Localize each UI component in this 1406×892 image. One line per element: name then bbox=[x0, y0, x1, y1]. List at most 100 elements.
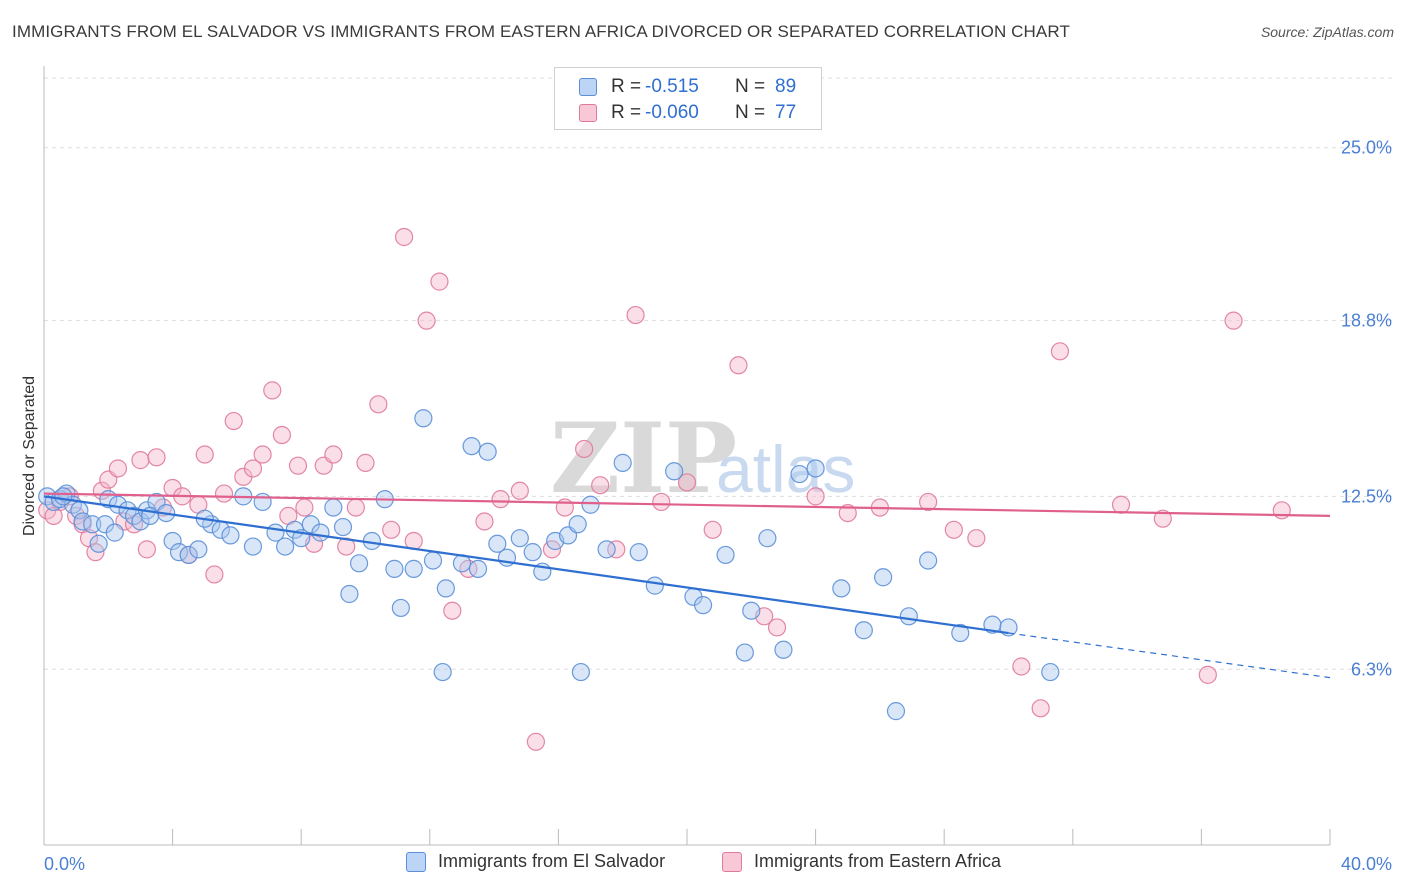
data-point bbox=[790, 464, 809, 484]
data-point bbox=[919, 551, 938, 570]
data-point bbox=[423, 551, 443, 570]
series-legend-el-salvador[interactable]: Immigrants from El Salvador bbox=[406, 851, 665, 872]
data-point bbox=[729, 356, 748, 375]
data-point bbox=[758, 529, 777, 548]
data-point bbox=[677, 473, 697, 492]
data-point bbox=[430, 272, 449, 291]
data-point bbox=[767, 618, 787, 637]
y-tick-label: 6.3% bbox=[1351, 659, 1392, 679]
data-point bbox=[179, 545, 198, 565]
data-point bbox=[1198, 665, 1217, 684]
data-point bbox=[272, 425, 292, 445]
series-swatch-pink bbox=[722, 851, 742, 872]
data-point bbox=[83, 515, 102, 534]
legend-r-value: -0.060 bbox=[645, 102, 699, 123]
data-point bbox=[854, 621, 873, 640]
series-swatch-blue bbox=[406, 851, 426, 872]
data-point bbox=[105, 523, 124, 542]
data-point bbox=[735, 643, 754, 662]
data-point bbox=[131, 512, 150, 531]
legend-r-value: -0.515 bbox=[645, 76, 699, 97]
data-point bbox=[591, 476, 610, 495]
data-point bbox=[324, 445, 343, 464]
legend-row-eastern-africa: R = -0.060 N = 77 bbox=[579, 100, 796, 126]
data-point bbox=[575, 439, 594, 459]
data-point bbox=[224, 411, 243, 431]
data-point bbox=[742, 601, 761, 620]
legend-r-label: R = bbox=[611, 76, 642, 97]
data-point bbox=[1224, 311, 1243, 330]
gridlines bbox=[44, 77, 1392, 670]
data-point bbox=[394, 227, 414, 247]
series-legend-label: Immigrants from El Salvador bbox=[438, 851, 666, 871]
data-point bbox=[629, 543, 648, 562]
data-point bbox=[263, 381, 282, 400]
legend-swatch-blue bbox=[579, 78, 597, 96]
trend-lines bbox=[43, 492, 1331, 679]
data-point bbox=[526, 732, 545, 751]
data-point bbox=[899, 607, 918, 626]
data-point bbox=[324, 498, 343, 517]
data-point bbox=[1041, 662, 1060, 682]
x-tick-label-min: 0.0% bbox=[44, 854, 85, 874]
data-point bbox=[205, 565, 224, 584]
data-point bbox=[832, 579, 851, 598]
data-point bbox=[488, 534, 507, 553]
data-point bbox=[838, 503, 857, 523]
y-axis-title: Divorced or Separated bbox=[21, 376, 38, 536]
data-point bbox=[89, 534, 108, 553]
data-point bbox=[382, 520, 401, 539]
data-point bbox=[295, 498, 314, 517]
data-point bbox=[886, 702, 906, 721]
data-point bbox=[468, 559, 488, 578]
data-point bbox=[288, 456, 308, 475]
data-point bbox=[356, 453, 375, 472]
data-point bbox=[340, 584, 359, 604]
data-point bbox=[806, 459, 825, 478]
data-point bbox=[510, 481, 529, 500]
data-point bbox=[626, 305, 645, 325]
series-legend-label: Immigrants from Eastern Africa bbox=[754, 851, 1002, 871]
data-point bbox=[510, 529, 529, 548]
data-point bbox=[806, 487, 825, 506]
series-legend-eastern-africa[interactable]: Immigrants from Eastern Africa bbox=[722, 851, 1001, 872]
data-point bbox=[253, 445, 272, 464]
data-point bbox=[597, 540, 616, 559]
legend-n-label: N = bbox=[735, 76, 766, 97]
data-point bbox=[944, 520, 963, 539]
data-point bbox=[1272, 501, 1291, 520]
data-point bbox=[1031, 699, 1050, 718]
data-point bbox=[333, 517, 353, 537]
data-point bbox=[645, 576, 664, 595]
data-point bbox=[693, 596, 713, 615]
data-point bbox=[163, 531, 182, 551]
source-label: Source: ZipAtlas.com bbox=[1260, 24, 1394, 40]
data-point bbox=[774, 640, 793, 659]
legend-r-label: R = bbox=[611, 102, 642, 123]
data-point bbox=[385, 559, 404, 578]
data-point bbox=[613, 453, 632, 472]
data-point bbox=[243, 537, 263, 556]
data-point bbox=[1012, 657, 1031, 676]
data-point bbox=[276, 537, 295, 556]
data-point bbox=[919, 492, 938, 512]
data-point bbox=[147, 448, 166, 467]
data-point bbox=[108, 459, 128, 478]
data-point bbox=[349, 554, 369, 573]
watermark: ZIP atlas bbox=[550, 402, 855, 515]
data-point bbox=[951, 623, 970, 643]
data-point bbox=[1050, 342, 1070, 361]
data-point bbox=[221, 526, 240, 545]
data-point bbox=[414, 409, 433, 428]
data-point bbox=[369, 395, 388, 414]
legend-row-el-salvador: R = -0.515 N = 89 bbox=[579, 74, 796, 100]
legend-n-value: 89 bbox=[775, 76, 797, 97]
data-point bbox=[195, 445, 214, 464]
data-point bbox=[1153, 509, 1172, 528]
trend-line-eastern-africa bbox=[43, 492, 1331, 517]
watermark-atlas: atlas bbox=[716, 432, 855, 506]
axes bbox=[43, 66, 1331, 846]
data-point bbox=[391, 598, 410, 618]
data-point bbox=[475, 512, 494, 531]
